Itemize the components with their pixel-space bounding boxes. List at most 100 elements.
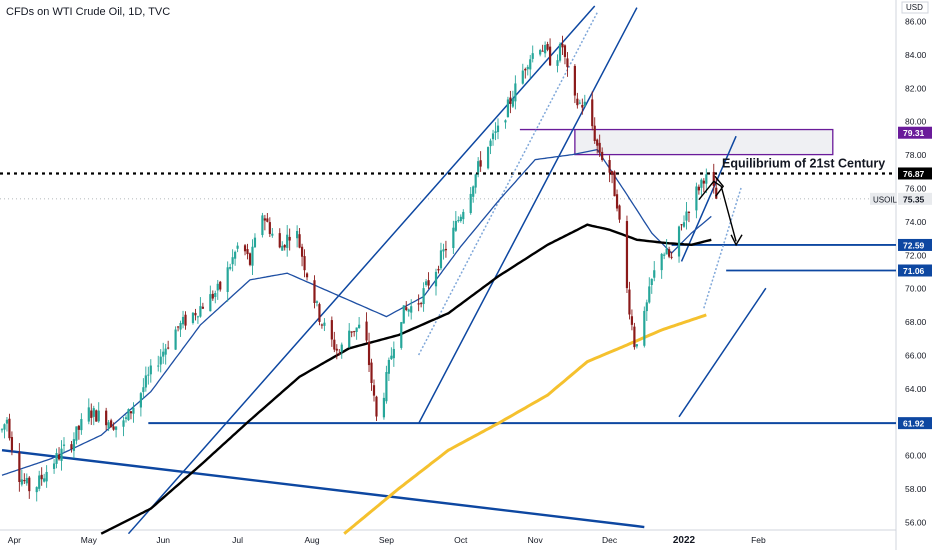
- candle-body: [660, 253, 663, 271]
- candle-body: [219, 281, 222, 290]
- candle-body: [670, 256, 673, 258]
- candle-body: [288, 236, 291, 241]
- candle-body: [25, 477, 28, 484]
- candle-body: [596, 139, 599, 146]
- candle-body: [348, 330, 351, 348]
- candle-body: [114, 426, 118, 430]
- price-label-box: [898, 167, 932, 180]
- ma-fast-line: [1, 148, 712, 476]
- candle-body: [246, 249, 249, 255]
- candle-body: [370, 362, 373, 384]
- candle-body: [305, 273, 309, 278]
- candle-body: [506, 99, 510, 118]
- candle-body: [323, 322, 326, 326]
- price-tick-label: 56.00: [905, 518, 927, 528]
- candle-body: [400, 322, 403, 348]
- arrow-head: [730, 234, 743, 247]
- candle-body: [665, 248, 668, 255]
- time-tick-label: Sep: [379, 535, 394, 545]
- candle-body: [541, 50, 544, 52]
- candle-body: [10, 437, 14, 451]
- candle-body: [702, 180, 705, 184]
- candle-body: [509, 97, 512, 104]
- price-label-box: [898, 238, 932, 251]
- currency-label: USD: [906, 3, 923, 12]
- ma-mid-line: [100, 223, 712, 535]
- candle-body: [477, 161, 480, 173]
- supply-zone-box: [574, 128, 834, 156]
- candle-body: [300, 246, 304, 257]
- candle-body: [8, 418, 11, 439]
- candle-body: [385, 372, 388, 402]
- candle-body: [494, 131, 497, 133]
- candle-body: [278, 233, 281, 248]
- candle-body: [338, 353, 341, 355]
- candle-body: [164, 348, 167, 355]
- candle-body: [444, 248, 448, 251]
- price-labels: 79.31 76.87 75.35 72.59 71.06 61.92 USOIL: [870, 126, 932, 430]
- candle-body: [35, 487, 38, 493]
- candle-body: [92, 408, 95, 417]
- horizontal-levels: [0, 172, 896, 425]
- candle-body: [685, 211, 688, 221]
- candle-body: [40, 474, 43, 480]
- candle-body: [581, 105, 584, 108]
- candle-body: [529, 59, 532, 70]
- price-tick-label: 66.00: [905, 351, 927, 361]
- price-label-box: [898, 192, 932, 205]
- candle-body: [28, 477, 31, 492]
- candle-body: [243, 245, 247, 252]
- price-tick-label: 76.00: [905, 184, 927, 194]
- candle-body: [504, 120, 507, 123]
- candles: [0, 35, 718, 502]
- candle-body: [251, 246, 254, 266]
- candle-body: [174, 329, 177, 350]
- chart-title: CFDs on WTI Crude Oil, 1D, TVC: [6, 6, 171, 18]
- price-label: 72.59: [903, 240, 925, 250]
- candle-body: [650, 278, 653, 286]
- candle-body: [474, 174, 477, 188]
- time-axis: Apr May Jun Jul Aug Sep Oct Nov Dec 2022 Feb: [8, 535, 766, 546]
- candle-body: [231, 257, 234, 265]
- candle-body: [234, 251, 237, 259]
- candle-body: [613, 171, 616, 197]
- candle-body: [576, 98, 579, 106]
- trend-line: [417, 12, 598, 356]
- candle-body: [434, 271, 438, 287]
- candle-body: [313, 280, 316, 303]
- candle-body: [263, 218, 266, 221]
- candle-body: [162, 351, 165, 357]
- candle-body: [633, 326, 636, 348]
- time-tick-label: Dec: [602, 535, 618, 545]
- candle-body: [77, 425, 80, 430]
- candle-body: [296, 230, 299, 239]
- candle-body: [462, 211, 465, 220]
- candle-body: [52, 463, 56, 469]
- price-tick-label: 60.00: [905, 451, 927, 461]
- candle-body: [298, 234, 301, 248]
- candle-body: [209, 294, 212, 312]
- candle-body: [266, 218, 269, 222]
- candle-body: [271, 233, 274, 236]
- symbol-tag-box: [870, 192, 896, 205]
- price-label-box: [898, 417, 932, 430]
- candle-body: [573, 65, 576, 96]
- time-tick-label: Feb: [751, 535, 766, 545]
- candle-body: [591, 99, 594, 127]
- candle-body: [70, 444, 73, 449]
- candle-body: [390, 355, 393, 360]
- candle-body: [365, 321, 368, 341]
- candle-body: [680, 224, 683, 226]
- candle-body: [350, 331, 353, 333]
- candle-body: [682, 222, 686, 227]
- candle-body: [38, 475, 41, 489]
- time-tick-label: Jul: [232, 535, 243, 545]
- candle-body: [335, 348, 338, 351]
- candle-body: [72, 439, 76, 451]
- candle-body: [144, 375, 147, 388]
- candle-body: [608, 160, 611, 173]
- candle-body: [687, 211, 691, 213]
- candle-body: [420, 303, 423, 305]
- candle-body: [469, 193, 472, 213]
- candle-body: [618, 205, 621, 220]
